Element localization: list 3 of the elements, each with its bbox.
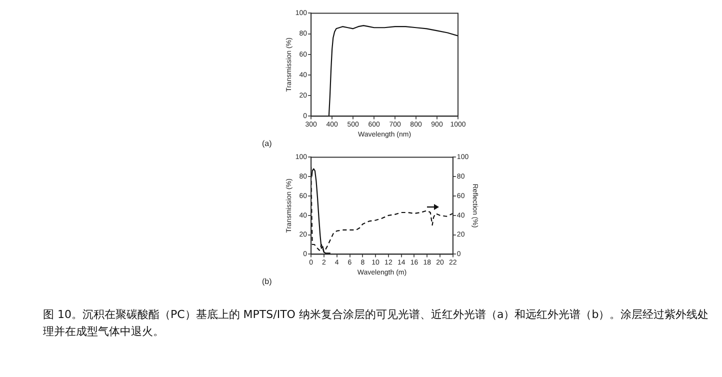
text: (a) [262, 139, 272, 148]
text: (b) [262, 277, 272, 286]
caption: 图 10。沉积在聚碳酸酯（PC）基底上的 MPTS/ITO 纳米复合涂层的可见光谱、近红外光谱（a）和远红外光谱（b）。涂层经过紫外线处理并在成型气体中退火。 [43, 307, 710, 340]
